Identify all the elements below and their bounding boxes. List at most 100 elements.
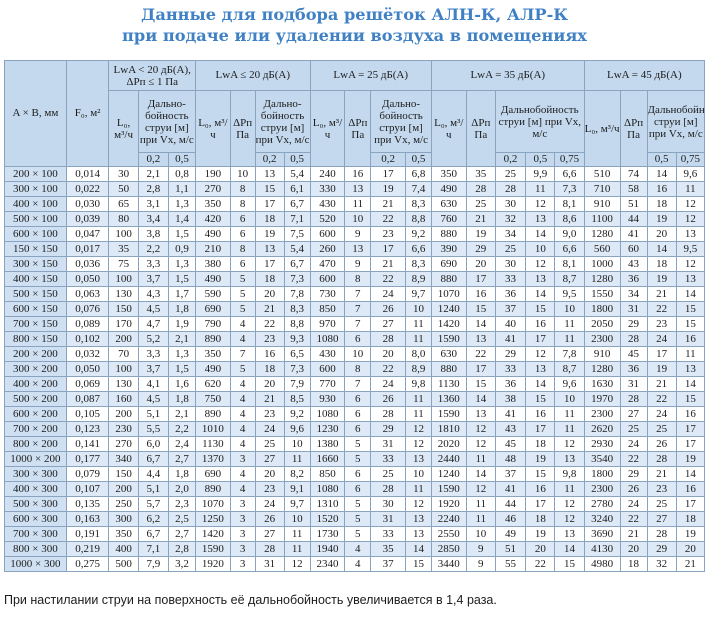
table-cell: 58 (619, 181, 648, 197)
table-cell: 28 (370, 331, 407, 347)
table-row: 1000 × 200 0,177 340 6,7 2,7 1370 3 27 11 1660 5 33… (4, 451, 706, 467)
table-row: 700 × 200 0,123 230 5,5 2,2 1010 4 24 9,6 1230 6 29… (4, 421, 706, 437)
table-row: 800 × 150 0,102 200 5,2 2,1 890 4 23 9,3 1080 6 28 1… (4, 331, 706, 347)
table-cell: 0,069 (65, 376, 110, 392)
table-cell: 11 (283, 526, 311, 542)
table-cell: 5,5 (137, 421, 170, 437)
table-row: 500 × 300 0,135 250 5,7 2,3 1070 3 24 9,7 1310 5 30… (4, 496, 706, 512)
table-cell: 6 (344, 391, 372, 407)
table-cell: 23 (646, 481, 677, 497)
table-cell: 5 (229, 286, 256, 302)
table-cell: 1800 (583, 301, 621, 317)
table-cell: 2,8 (168, 541, 196, 557)
table-cell: 4 (229, 406, 256, 422)
table-cell: 6,5 (283, 346, 311, 362)
table-cell: 35 (370, 541, 407, 557)
table-cell: 2,4 (168, 436, 196, 452)
table-cell: 8,3 (405, 196, 432, 212)
table-cell: 45 (494, 436, 527, 452)
table-row: 700 × 150 0,089 170 4,7 1,9 790 4 22 8,8 970 7 27 11… (4, 316, 706, 332)
table-cell: 8,7 (554, 271, 585, 287)
table-cell: 2,8 (137, 181, 170, 197)
table-cell: 7,3 (283, 271, 311, 287)
table-cell: 1920 (430, 496, 467, 512)
table-row: 400 × 200 0,069 130 4,1 1,6 620 4 20 7,9 770 7 24 9,… (4, 376, 706, 392)
title-line-1: Данные для подбора решёток АЛН-К, АЛР-К (140, 5, 569, 24)
table-cell: 55 (494, 556, 527, 572)
table-cell: 0,191 (65, 526, 110, 542)
table-cell: 4,1 (137, 376, 170, 392)
table-cell: 23 (254, 481, 285, 497)
table-cell: 1,5 (168, 271, 196, 287)
table-cell: 17 (254, 256, 285, 272)
table-cell: 21 (465, 211, 496, 227)
table-cell: 130 (108, 286, 139, 302)
table-cell: 16 (525, 406, 556, 422)
grille-size-cell: 400 × 300 (4, 481, 67, 497)
table-cell: 3,3 (137, 256, 170, 272)
table-cell: 10 (283, 436, 311, 452)
table-cell: 16 (675, 481, 706, 497)
table-cell: 12 (554, 496, 585, 512)
table-cell: 23 (646, 316, 677, 332)
table-cell: 350 (194, 196, 231, 212)
table-cell: 6 (229, 226, 256, 242)
table-cell: 7,9 (283, 376, 311, 392)
table-cell: 30 (370, 496, 407, 512)
table-cell: 420 (194, 211, 231, 227)
table-cell: 6 (344, 331, 372, 347)
grille-size-cell: 200 × 100 (4, 166, 67, 182)
table-cell: 11 (554, 316, 585, 332)
header-range: Дальнобойность струи [м] при Vх, м/с (646, 90, 706, 153)
table-cell: 23 (254, 406, 285, 422)
table-cell: 13 (525, 211, 556, 227)
table-cell: 4 (229, 316, 256, 332)
table-cell: 40 (494, 316, 527, 332)
table-cell: 7 (344, 376, 372, 392)
table-cell: 25 (254, 436, 285, 452)
table-cell: 29 (646, 541, 677, 557)
table-cell: 1,6 (168, 376, 196, 392)
table-cell: 15 (675, 316, 706, 332)
header-group-2: LwA ≤ 20 дБ(А) (194, 60, 311, 91)
table-cell: 20 (370, 346, 407, 362)
table-cell: 1240 (430, 301, 467, 317)
table-cell: 8 (344, 361, 372, 377)
table-cell: 510 (583, 166, 621, 182)
table-cell: 22 (619, 451, 648, 467)
grille-size-cell: 400 × 100 (4, 196, 67, 212)
table-cell: 0,030 (65, 196, 110, 212)
table-cell: 6,6 (554, 166, 585, 182)
table-cell: 6 (229, 256, 256, 272)
table-cell: 14 (525, 286, 556, 302)
table-cell: 9,6 (554, 376, 585, 392)
table-cell: 2300 (583, 481, 621, 497)
table-cell: 15 (525, 391, 556, 407)
table-cell: 13 (405, 451, 432, 467)
table-cell: 17 (646, 346, 677, 362)
grille-size-cell: 300 × 150 (4, 256, 67, 272)
table-cell: 100 (108, 226, 139, 242)
table-cell: 490 (430, 181, 467, 197)
table-cell: 17 (525, 421, 556, 437)
table-cell: 3 (229, 541, 256, 557)
table-cell: 8,0 (405, 346, 432, 362)
table-cell: 1420 (430, 316, 467, 332)
table-cell: 0,036 (65, 256, 110, 272)
table-cell: 4 (229, 436, 256, 452)
table-cell: 470 (309, 256, 346, 272)
table-cell: 20 (646, 226, 677, 242)
table-cell: 2,1 (137, 166, 170, 182)
table-cell: 13 (344, 241, 372, 257)
header-group-3: LwA = 25 дБ(А) (309, 60, 432, 91)
table-cell: 4980 (583, 556, 621, 572)
table-cell: 1240 (430, 466, 467, 482)
table-cell: 18 (675, 511, 706, 527)
table-cell: 14 (525, 226, 556, 242)
table-cell: 690 (194, 301, 231, 317)
table-cell: 7,8 (554, 346, 585, 362)
table-cell: 10 (554, 301, 585, 317)
table-cell: 14 (465, 391, 496, 407)
table-cell: 6 (344, 481, 372, 497)
table-cell: 16 (675, 406, 706, 422)
